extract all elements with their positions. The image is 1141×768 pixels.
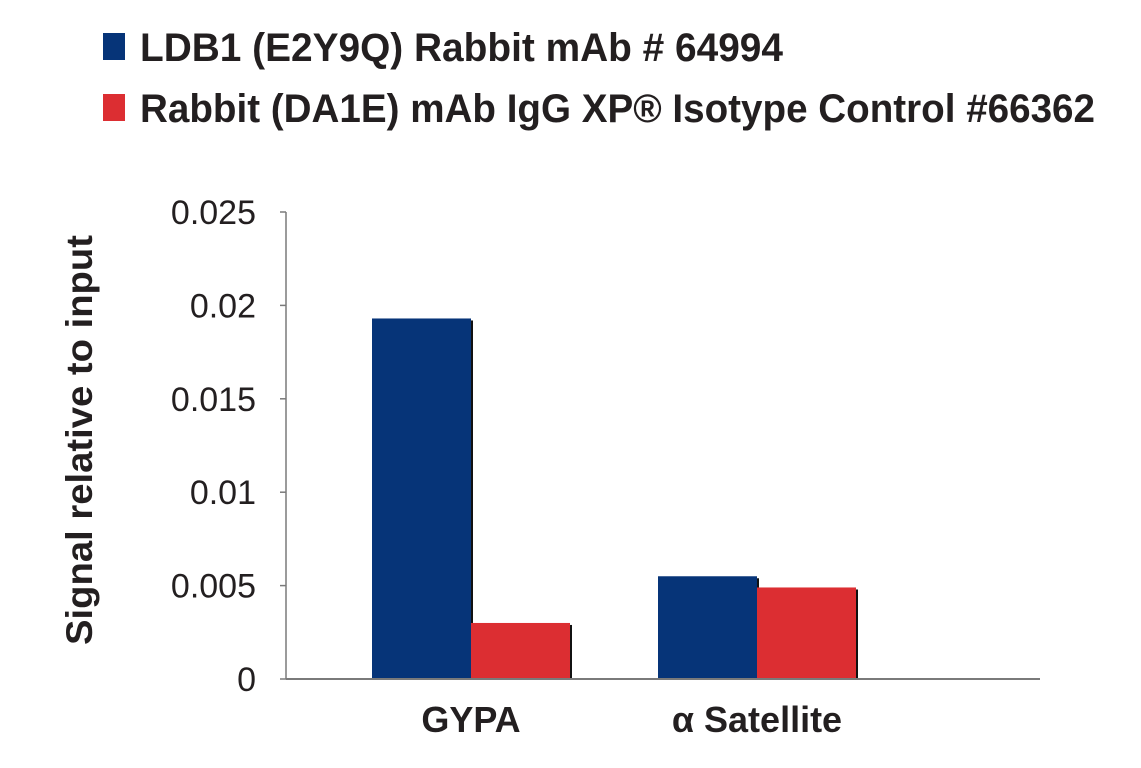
legend-label-ldb1: LDB1 (E2Y9Q) Rabbit mAb # 64994: [140, 26, 784, 70]
bar-ldb1-1: [658, 576, 757, 679]
x-category-label: GYPA: [421, 699, 520, 740]
x-category-label: α Satellite: [672, 699, 842, 740]
legend-label-isotype-control: Rabbit (DA1E) mAb IgG XP® Isotype Contro…: [140, 87, 1095, 131]
bar-ldb1-0: [372, 318, 471, 679]
bar-isotype-control-1: [757, 587, 856, 679]
y-tick-label: 0.015: [171, 381, 256, 419]
bar-isotype-control-0: [471, 622, 570, 679]
y-tick-label: 0.005: [171, 568, 256, 606]
y-tick-label: 0: [237, 661, 256, 699]
y-tick-label: 0.01: [190, 474, 256, 512]
y-tick-label: 0.02: [190, 287, 256, 325]
y-tick-label: 0.025: [171, 194, 256, 232]
y-axis-label: Signal relative to input: [59, 235, 100, 645]
legend: LDB1 (E2Y9Q) Rabbit mAb # 64994 Rabbit (…: [103, 26, 1095, 131]
legend-swatch-isotype-control: [103, 94, 125, 121]
legend-swatch-ldb1: [103, 33, 125, 60]
